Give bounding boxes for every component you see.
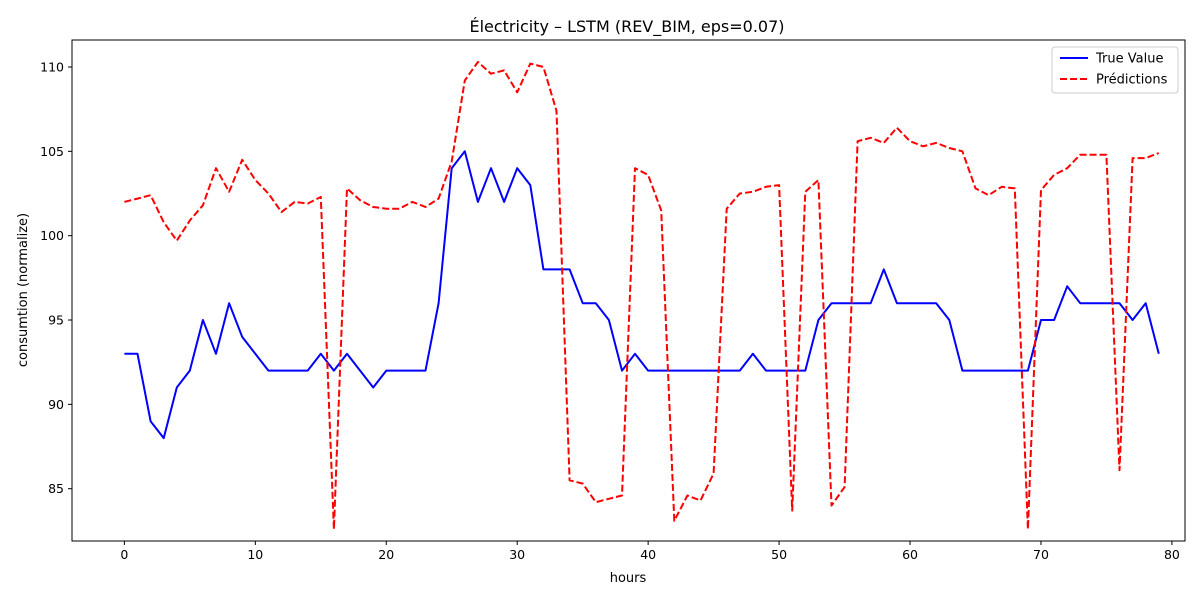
plot-lines bbox=[124, 60, 1160, 531]
y-tick-label: 105 bbox=[40, 144, 64, 159]
x-tick-label: 50 bbox=[771, 547, 787, 562]
legend-label-true-value: True Value bbox=[1095, 52, 1163, 67]
series-line-predictions bbox=[124, 60, 1160, 531]
x-axis-label: hours bbox=[610, 571, 647, 586]
series-line-true-value bbox=[124, 150, 1160, 440]
legend: True Value Prédictions bbox=[1051, 46, 1179, 94]
plot-frame bbox=[71, 39, 1186, 542]
x-axis-ticks: 0 10 20 30 40 50 60 70 80 bbox=[120, 541, 1180, 562]
y-axis-label: consumtion (normalize) bbox=[16, 213, 31, 367]
y-tick-label: 90 bbox=[48, 397, 64, 412]
x-tick-label: 10 bbox=[247, 547, 263, 562]
y-axis-ticks: 85 90 95 100 105 110 bbox=[40, 59, 72, 496]
x-tick-label: 40 bbox=[640, 547, 656, 562]
legend-label-predictions: Prédictions bbox=[1096, 73, 1168, 88]
x-tick-label: 20 bbox=[378, 547, 394, 562]
x-tick-label: 70 bbox=[1033, 547, 1049, 562]
chart-title: Électricity – LSTM (REV_BIM, eps=0.07) bbox=[469, 17, 784, 37]
y-tick-label: 100 bbox=[40, 228, 64, 243]
y-tick-label: 85 bbox=[48, 481, 64, 496]
x-tick-label: 0 bbox=[120, 547, 128, 562]
y-tick-label: 110 bbox=[40, 59, 64, 74]
x-tick-label: 60 bbox=[902, 547, 918, 562]
x-tick-label: 80 bbox=[1164, 547, 1180, 562]
y-tick-label: 95 bbox=[48, 313, 64, 328]
x-tick-label: 30 bbox=[509, 547, 525, 562]
